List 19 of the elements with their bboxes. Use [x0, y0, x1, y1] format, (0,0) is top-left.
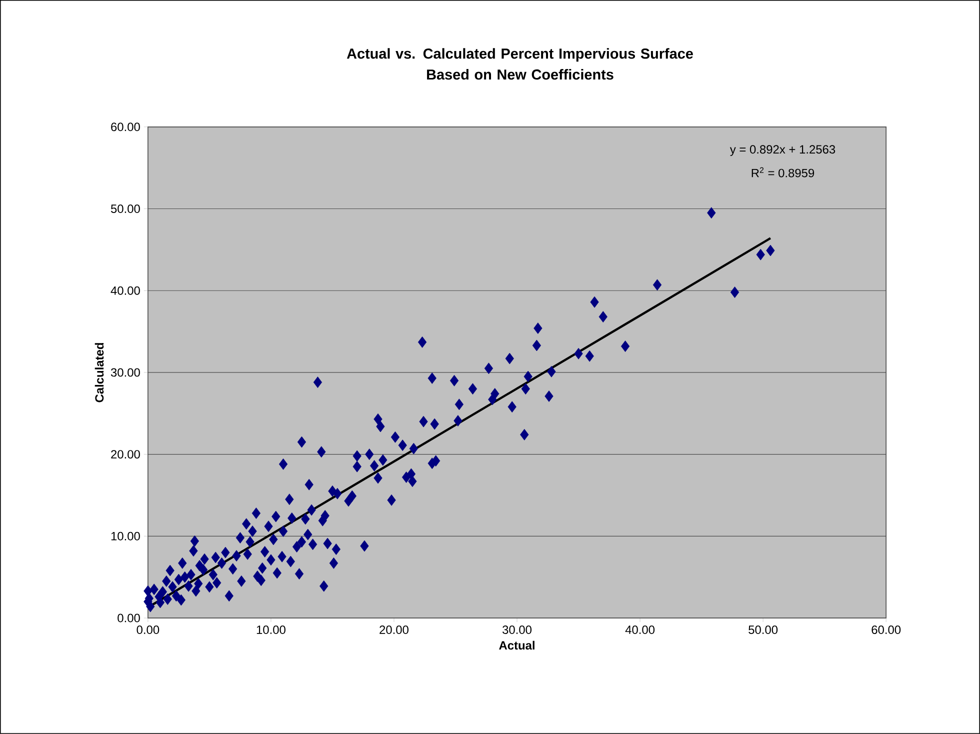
- y-axis-title: Calculated: [94, 343, 104, 402]
- x-tick-label: 50.00: [748, 626, 778, 634]
- x-tick-label: 40.00: [625, 626, 655, 634]
- y-tick-label: 40.00: [110, 286, 140, 295]
- y-tick-label: 50.00: [110, 204, 140, 214]
- y-tick-label: 30.00: [110, 368, 140, 377]
- y-tick-label: 0.00: [118, 614, 140, 622]
- annotation: R$^{2}$ = 0.8959: [752, 167, 814, 178]
- x-tick-label: 10.00: [256, 626, 286, 634]
- annotation: y = 0.892x + 1.2563: [730, 145, 836, 156]
- y-tick-label: 10.00: [111, 532, 140, 540]
- x-tick-label: 60.00: [872, 626, 901, 634]
- x-axis-title: Actual: [499, 640, 534, 650]
- y-tick-label: 20.00: [111, 450, 140, 459]
- x-tick-label: 0.00: [136, 626, 160, 634]
- x-tick-label: 20.00: [380, 626, 408, 634]
- x-tick-label: 30.00: [502, 626, 532, 634]
- chart-title: Actual vs. Calculated Percent Impervious Surface Based on New Coefficients: [346, 48, 693, 80]
- y-tick-label: 60.00: [111, 122, 140, 132]
